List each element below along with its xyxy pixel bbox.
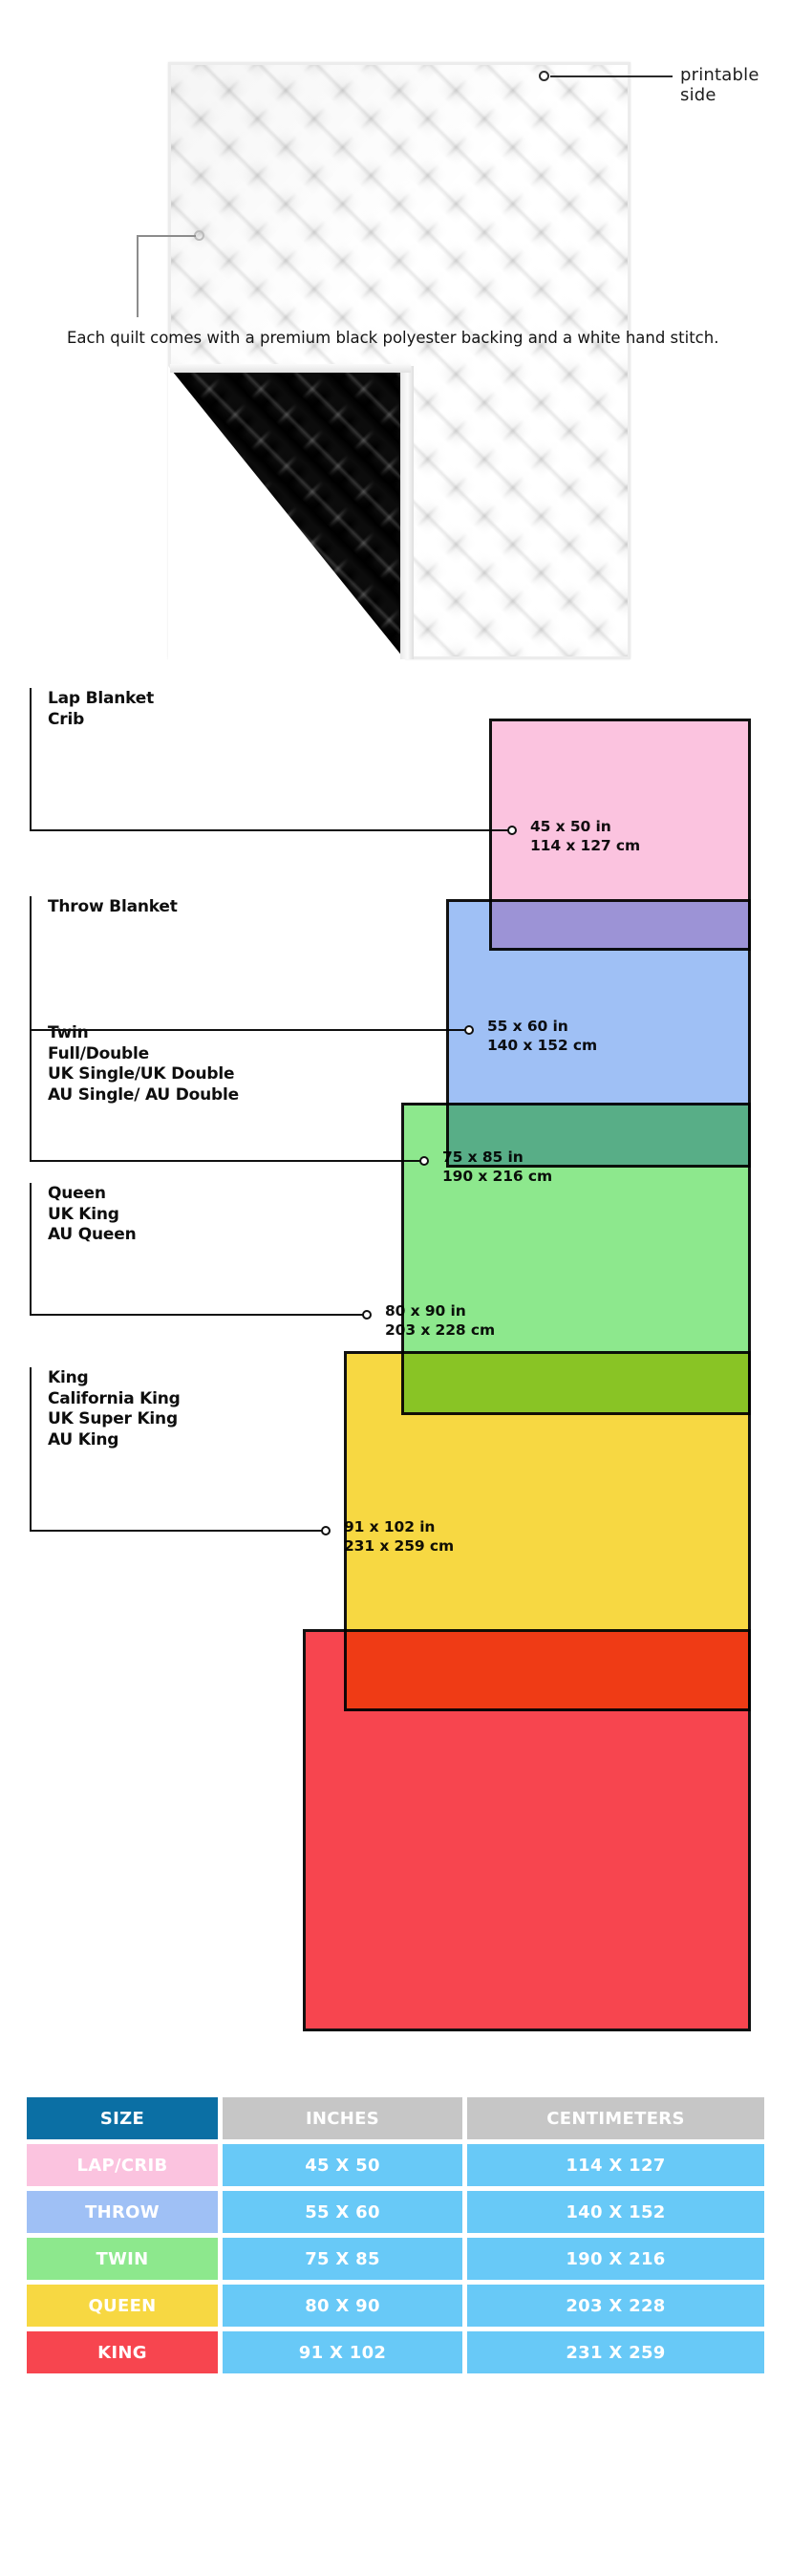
- printable-side-label: printable side: [680, 65, 759, 105]
- table-cell-cm-throw: 140 X 152: [467, 2191, 764, 2233]
- printable-side-leader-line: [550, 75, 673, 77]
- bracket-horizontal-queen: [30, 1314, 367, 1316]
- marker-dot-king: [321, 1526, 331, 1535]
- table-row: LAP/CRIB 45 X 50 114 X 127: [27, 2144, 764, 2186]
- size-label-twin: Twin Full/Double UK Single/UK Double AU …: [48, 1023, 239, 1105]
- quilt-caption: Each quilt comes with a premium black po…: [67, 329, 719, 347]
- table-cell-size-twin: TWIN: [27, 2238, 218, 2280]
- black-backing-leader-vertical: [137, 235, 139, 317]
- black-backing-leader-horizontal: [137, 235, 196, 237]
- table-cell-inches-throw: 55 X 60: [223, 2191, 462, 2233]
- bracket-horizontal-twin: [30, 1160, 424, 1162]
- table-row: KING 91 X 102 231 X 259: [27, 2331, 764, 2373]
- table-header-size: SIZE: [27, 2097, 218, 2139]
- quilt-photo-section: printable side Each quilt comes with a p…: [0, 0, 791, 669]
- table-cell-cm-queen: 203 X 228: [467, 2285, 764, 2327]
- quilt-fold-stitched-edge: [400, 366, 414, 659]
- table-cell-cm-king: 231 X 259: [467, 2331, 764, 2373]
- marker-dot-throw: [464, 1025, 474, 1035]
- table-header-centimeters: CENTIMETERS: [467, 2097, 764, 2139]
- table-cell-size-throw: THROW: [27, 2191, 218, 2233]
- table-cell-inches-twin: 75 X 85: [223, 2238, 462, 2280]
- bracket-horizontal-throw: [30, 1029, 469, 1031]
- marker-dot-lap-crib: [507, 826, 517, 835]
- table-row: QUEEN 80 X 90 203 X 228: [27, 2285, 764, 2327]
- marker-dot-queen: [362, 1310, 372, 1320]
- table-row: THROW 55 X 60 140 X 152: [27, 2191, 764, 2233]
- size-chart-table: SIZE INCHES CENTIMETERS LAP/CRIB 45 X 50…: [27, 2097, 764, 2378]
- bracket-horizontal-king-main: [30, 1530, 326, 1532]
- bracket-vertical-lap-crib: [30, 688, 32, 830]
- table-header-row: SIZE INCHES CENTIMETERS: [27, 2097, 764, 2139]
- bracket-vertical-king-main: [30, 1367, 32, 1531]
- bracket-vertical-twin: [30, 1022, 32, 1161]
- size-label-queen: Queen UK King AU Queen: [48, 1184, 137, 1244]
- table-cell-inches-lap-crib: 45 X 50: [223, 2144, 462, 2186]
- table-cell-size-king: KING: [27, 2331, 218, 2373]
- size-label-lap-crib: Lap Blanket Crib: [48, 689, 155, 729]
- table-cell-size-lap-crib: LAP/CRIB: [27, 2144, 218, 2186]
- size-comparison-diagram: Lap Blanket Crib 45 x 50 in 114 x 127 cm…: [0, 669, 791, 2054]
- bracket-vertical-throw: [30, 896, 32, 1030]
- table-cell-inches-king: 91 X 102: [223, 2331, 462, 2373]
- size-label-throw: Throw Blanket: [48, 897, 178, 916]
- table-row: TWIN 75 X 85 190 X 216: [27, 2238, 764, 2280]
- bracket-horizontal-lap-crib: [30, 829, 512, 831]
- table-cell-size-queen: QUEEN: [27, 2285, 218, 2327]
- table-cell-cm-lap-crib: 114 X 127: [467, 2144, 764, 2186]
- bracket-vertical-queen: [30, 1183, 32, 1315]
- table-cell-cm-twin: 190 X 216: [467, 2238, 764, 2280]
- quilt-fold-top-edge: [170, 364, 411, 373]
- table-header-inches: INCHES: [223, 2097, 462, 2139]
- printable-side-marker-icon: [539, 71, 549, 81]
- quilt-illustration: [168, 62, 631, 662]
- size-label-king-main: King California King UK Super King AU Ki…: [48, 1368, 181, 1449]
- table-cell-inches-queen: 80 X 90: [223, 2285, 462, 2327]
- size-rect-lap-crib: [489, 719, 751, 951]
- marker-dot-twin: [419, 1156, 429, 1166]
